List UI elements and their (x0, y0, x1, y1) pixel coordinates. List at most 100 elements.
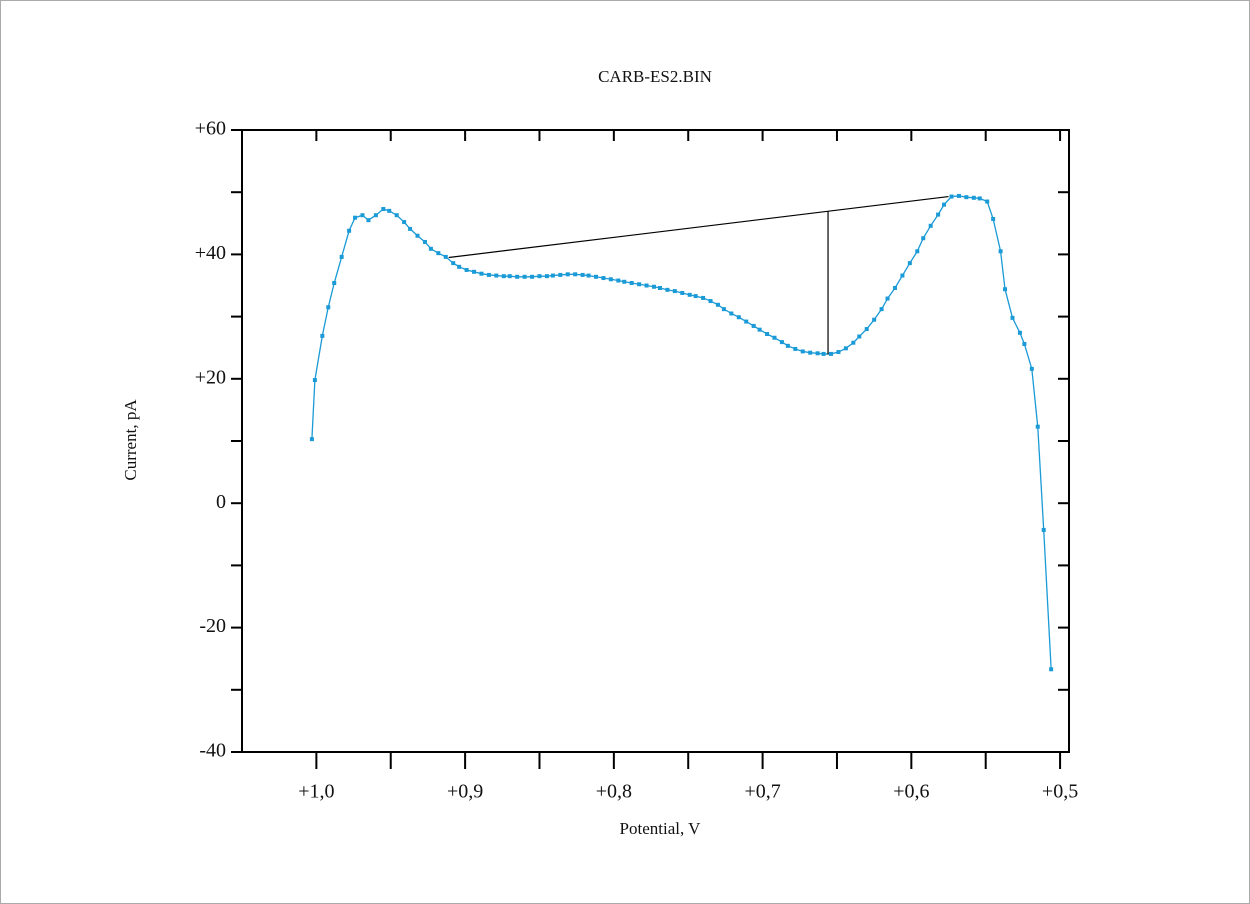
data-point (347, 228, 352, 233)
data-point (1022, 341, 1027, 346)
data-point (985, 199, 990, 204)
x-tick-label: +0,5 (1042, 781, 1078, 803)
x-tick-label: +0,7 (744, 781, 780, 803)
data-point (757, 327, 762, 332)
data-point (544, 274, 549, 279)
data-point (991, 216, 996, 221)
data-point (366, 218, 371, 223)
data-point (457, 264, 462, 269)
data-point (558, 272, 563, 277)
data-point (998, 249, 1003, 254)
data-point (977, 196, 982, 201)
data-point (332, 281, 337, 286)
data-point (843, 346, 848, 351)
x-tick-label: +0,6 (893, 781, 929, 803)
data-point (772, 335, 777, 340)
data-point (522, 274, 527, 279)
data-point (507, 274, 512, 279)
data-point (550, 273, 555, 278)
data-point (443, 254, 448, 259)
data-point (637, 282, 642, 287)
y-tick-label: 0 (216, 491, 226, 513)
data-point (652, 284, 657, 289)
data-point (949, 194, 954, 199)
data-point (486, 272, 491, 277)
data-point (885, 296, 890, 301)
data-point (381, 206, 386, 211)
data-point (1017, 330, 1022, 335)
data-point (360, 213, 365, 218)
data-point (744, 319, 749, 324)
data-point (765, 332, 770, 337)
data-point (879, 307, 884, 312)
baseline (448, 195, 949, 259)
data-point (451, 261, 456, 266)
data-point (353, 215, 358, 220)
y-tick-label: -20 (199, 615, 226, 637)
data-point (565, 272, 570, 277)
data-point (1049, 667, 1054, 672)
data-point (736, 315, 741, 320)
y-tick-label: +60 (195, 118, 226, 140)
data-point (657, 285, 662, 290)
chart-title: CARB-ES2.BIN (598, 67, 712, 86)
data-point (851, 340, 856, 345)
data-point (436, 251, 441, 256)
data-point (971, 195, 976, 200)
data-point (964, 195, 969, 200)
data-point (829, 351, 834, 356)
data-point (644, 283, 649, 288)
data-point (836, 350, 841, 355)
data-point (921, 236, 926, 241)
data-point (665, 287, 670, 292)
data-point (464, 267, 469, 272)
data-point (312, 378, 317, 383)
data-point (800, 349, 805, 354)
y-axis-label: Current, pA (121, 399, 140, 481)
data-point (1003, 287, 1008, 292)
data-point (479, 271, 484, 276)
data-point (373, 213, 378, 218)
data-point (608, 277, 613, 282)
data-point (956, 193, 961, 198)
data-point (672, 289, 677, 294)
data-point (928, 223, 933, 228)
data-point (616, 278, 621, 283)
data-point (501, 274, 506, 279)
data-point (586, 273, 591, 278)
data-point (494, 273, 499, 278)
data-point (815, 351, 820, 356)
data-point (864, 327, 869, 332)
data-point (415, 233, 420, 238)
data-point (339, 254, 344, 259)
data-point (408, 226, 413, 231)
data-point (394, 213, 399, 218)
data-point (1041, 527, 1046, 532)
data-point (537, 274, 542, 279)
y-tick-label: +40 (195, 242, 226, 264)
data-point (326, 305, 331, 310)
data-point (515, 274, 520, 279)
data-point (309, 437, 314, 442)
data-point (1010, 315, 1015, 320)
data-point (808, 350, 813, 355)
data-point (892, 285, 897, 290)
data-point (915, 249, 920, 254)
data-point (729, 311, 734, 316)
data-point (779, 340, 784, 345)
data-point (942, 202, 947, 207)
data-point (708, 299, 713, 304)
data-point (936, 212, 941, 217)
data-point (387, 208, 392, 213)
data-point (422, 239, 427, 244)
data-point (872, 317, 877, 322)
x-tick-label: +0,8 (596, 781, 632, 803)
data-point (793, 346, 798, 351)
data-point (320, 333, 325, 338)
data-point (751, 323, 756, 328)
x-axis-label: Potential, V (620, 819, 702, 838)
data-point (601, 276, 606, 281)
data-point (530, 274, 535, 279)
